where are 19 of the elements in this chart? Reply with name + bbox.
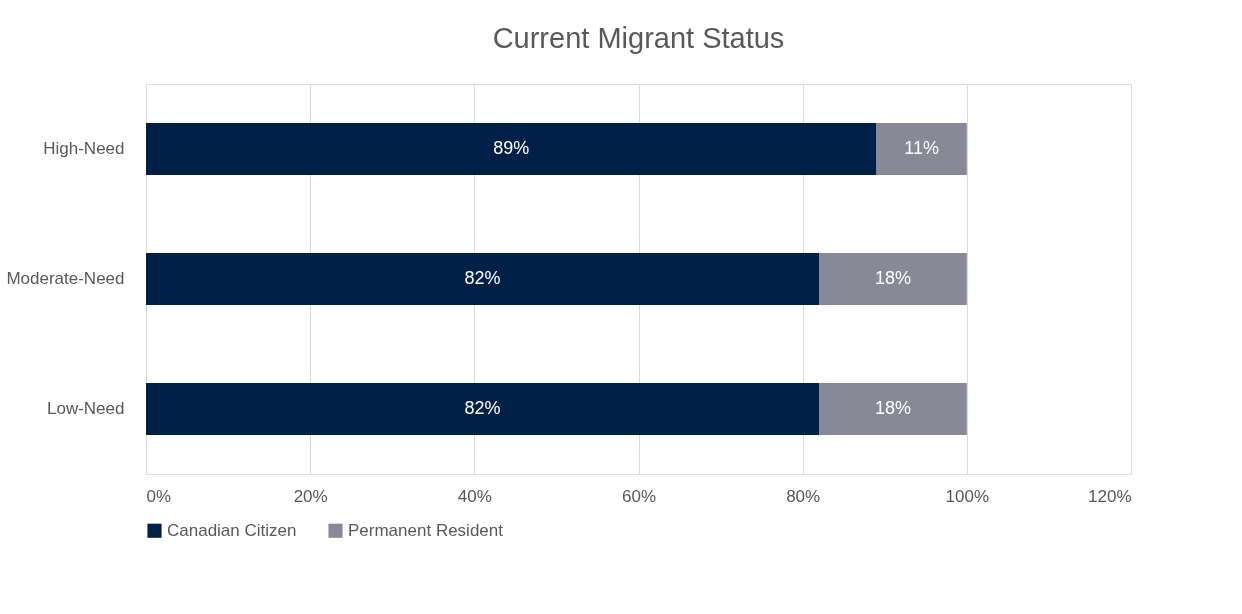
x-tick-label: 60% [621, 486, 657, 506]
y-tick-label: Moderate-Need [6, 269, 125, 288]
data-label: 82% [464, 398, 501, 418]
x-tick-label: 0% [146, 486, 172, 506]
x-tick-label: 120% [1088, 486, 1132, 506]
y-tick-label: Low-Need [47, 399, 125, 418]
y-tick-label: High-Need [43, 139, 125, 158]
data-label: 89% [493, 138, 530, 158]
chart-title: Current Migrant Status [492, 22, 785, 54]
data-label: 82% [464, 268, 501, 288]
data-label: 18% [874, 398, 911, 418]
data-label: 18% [874, 268, 911, 288]
data-label: 11% [904, 138, 940, 158]
x-tick-label: 40% [457, 486, 492, 506]
x-tick-label: 80% [786, 486, 821, 506]
x-tick-label: 20% [293, 486, 328, 506]
x-tick-label: 100% [945, 486, 990, 506]
legend-label: Permanent Resident [348, 520, 504, 540]
legend-label: Canadian Citizen [167, 520, 297, 540]
